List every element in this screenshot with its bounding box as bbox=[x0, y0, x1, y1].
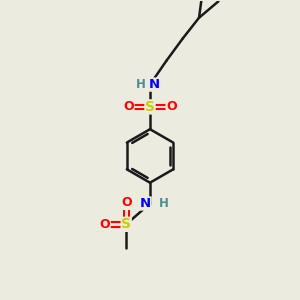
Text: N: N bbox=[149, 78, 160, 91]
Text: S: S bbox=[145, 100, 155, 114]
Text: O: O bbox=[121, 196, 131, 209]
Text: O: O bbox=[166, 100, 177, 113]
Text: O: O bbox=[100, 218, 110, 231]
Text: S: S bbox=[121, 217, 131, 231]
Text: H: H bbox=[136, 78, 146, 91]
Text: N: N bbox=[140, 197, 151, 210]
Text: H: H bbox=[158, 197, 168, 210]
Text: O: O bbox=[123, 100, 134, 113]
